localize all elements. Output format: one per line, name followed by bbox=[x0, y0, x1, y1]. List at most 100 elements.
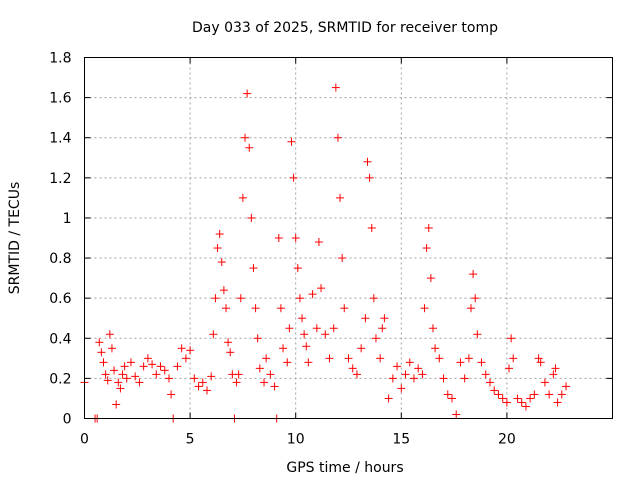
data-point bbox=[369, 294, 378, 303]
data-point bbox=[291, 234, 300, 242]
data-point bbox=[209, 330, 218, 339]
data-point bbox=[452, 410, 461, 419]
data-point bbox=[110, 366, 119, 375]
data-point bbox=[287, 137, 296, 146]
data-point bbox=[498, 394, 507, 403]
data-point bbox=[348, 364, 357, 373]
data-point bbox=[477, 358, 486, 367]
data-point bbox=[224, 338, 233, 347]
data-point bbox=[384, 394, 393, 403]
x-tick-label: 5 bbox=[186, 432, 195, 448]
data-point bbox=[177, 344, 186, 353]
x-tick-label: 20 bbox=[498, 432, 516, 448]
data-point bbox=[420, 304, 429, 313]
data-point bbox=[101, 370, 110, 379]
data-point bbox=[424, 223, 433, 232]
y-axis-label: SRMTID / TECUs bbox=[7, 182, 23, 295]
data-point bbox=[553, 398, 562, 407]
data-point bbox=[308, 290, 317, 299]
data-point bbox=[314, 238, 323, 247]
data-point bbox=[439, 374, 448, 383]
data-point bbox=[122, 374, 131, 383]
data-point bbox=[190, 374, 199, 383]
data-point bbox=[279, 344, 288, 353]
data-point bbox=[363, 157, 372, 166]
data-point bbox=[298, 314, 307, 323]
y-tick-label: 0.4 bbox=[49, 331, 71, 347]
data-point bbox=[266, 370, 275, 379]
data-point bbox=[418, 370, 427, 379]
data-point bbox=[325, 354, 334, 363]
y-tick-label: 0.2 bbox=[49, 371, 71, 387]
data-point bbox=[243, 89, 252, 98]
data-point bbox=[428, 324, 437, 333]
data-point bbox=[352, 370, 361, 379]
data-point bbox=[340, 304, 349, 313]
data-point bbox=[213, 244, 222, 253]
y-tick-label: 1.8 bbox=[49, 51, 71, 67]
data-point bbox=[232, 378, 241, 387]
data-point bbox=[245, 143, 254, 152]
data-point bbox=[486, 378, 495, 387]
data-point bbox=[530, 390, 539, 399]
data-point bbox=[329, 324, 338, 333]
data-point bbox=[312, 324, 321, 333]
data-point bbox=[198, 378, 207, 387]
data-point bbox=[276, 304, 285, 313]
data-point bbox=[219, 286, 228, 295]
data-point bbox=[357, 344, 366, 353]
y-tick-label: 1.2 bbox=[49, 171, 71, 187]
data-point bbox=[181, 354, 190, 363]
data-point bbox=[490, 386, 499, 395]
data-point bbox=[126, 358, 135, 367]
data-point bbox=[253, 334, 262, 343]
data-point bbox=[99, 358, 108, 367]
data-point bbox=[241, 133, 250, 142]
data-point bbox=[494, 390, 503, 399]
data-point bbox=[545, 390, 554, 399]
data-point bbox=[502, 398, 511, 407]
data-point bbox=[222, 304, 231, 313]
data-point bbox=[536, 358, 545, 367]
data-point bbox=[202, 386, 211, 395]
data-point bbox=[431, 344, 440, 353]
data-point bbox=[295, 294, 304, 303]
data-points bbox=[80, 83, 571, 423]
data-point bbox=[321, 330, 330, 339]
data-point bbox=[549, 370, 558, 379]
data-point bbox=[164, 374, 173, 383]
x-tick-label: 0 bbox=[80, 432, 89, 448]
data-point bbox=[557, 390, 566, 399]
data-point bbox=[466, 304, 475, 313]
data-point bbox=[361, 314, 370, 323]
data-point bbox=[380, 314, 389, 323]
data-point bbox=[283, 358, 292, 367]
data-point bbox=[247, 213, 256, 222]
data-point bbox=[365, 173, 374, 182]
data-point bbox=[505, 364, 514, 373]
data-point bbox=[336, 193, 345, 202]
data-point bbox=[302, 342, 311, 351]
data-point bbox=[236, 294, 245, 303]
data-point bbox=[156, 362, 165, 371]
plot-frame bbox=[84, 57, 613, 419]
data-point bbox=[120, 362, 129, 371]
data-point bbox=[116, 384, 125, 393]
data-point bbox=[371, 334, 380, 343]
data-point bbox=[97, 348, 106, 357]
data-point bbox=[481, 370, 490, 379]
data-point bbox=[414, 364, 423, 373]
data-point bbox=[469, 270, 478, 279]
y-tick-label: 0.8 bbox=[49, 251, 71, 267]
data-point bbox=[409, 374, 418, 383]
data-point bbox=[405, 358, 414, 367]
data-point bbox=[471, 294, 480, 303]
data-point bbox=[95, 338, 104, 347]
data-point bbox=[255, 364, 264, 373]
data-point bbox=[118, 370, 127, 379]
data-point bbox=[507, 334, 516, 343]
data-point bbox=[540, 378, 549, 387]
data-point bbox=[562, 382, 571, 391]
x-tick-label: 15 bbox=[392, 432, 410, 448]
